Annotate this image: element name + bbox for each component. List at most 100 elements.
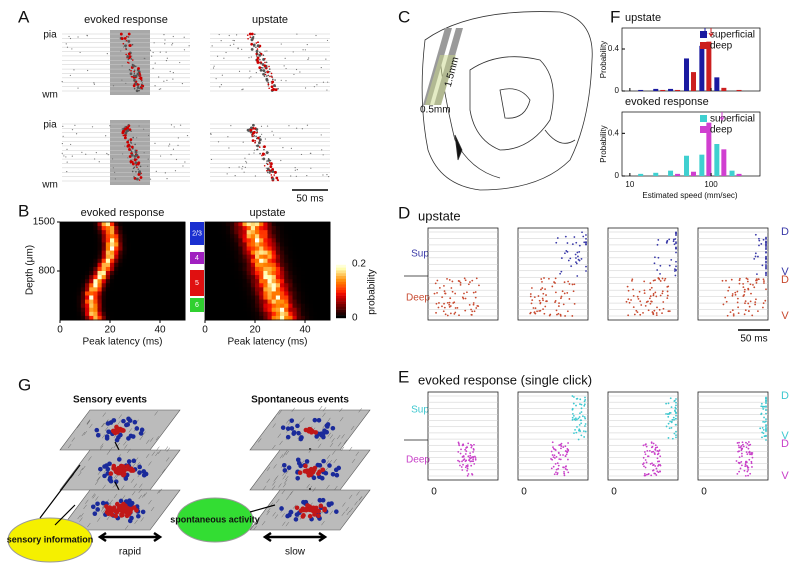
spike bbox=[665, 402, 668, 405]
heatmap-cell bbox=[76, 230, 82, 235]
heatmap-cell bbox=[72, 311, 78, 317]
spike bbox=[471, 473, 474, 476]
spike bbox=[130, 130, 132, 132]
spike bbox=[650, 446, 653, 449]
spike bbox=[557, 452, 560, 455]
heatmap-cell bbox=[317, 226, 323, 231]
spike bbox=[761, 436, 763, 439]
spike bbox=[79, 51, 81, 54]
heatmap-cell bbox=[139, 262, 144, 268]
spike bbox=[637, 297, 640, 300]
heatmap-cell bbox=[164, 303, 169, 309]
heatmap-cell bbox=[130, 283, 136, 288]
heatmap-cell bbox=[151, 315, 157, 321]
label: 20 bbox=[249, 325, 261, 336]
spike bbox=[744, 300, 747, 303]
spike bbox=[757, 278, 760, 281]
spike bbox=[166, 177, 168, 180]
heatmap-cell bbox=[97, 271, 103, 276]
heatmap-cell bbox=[89, 222, 94, 227]
spike bbox=[273, 84, 276, 87]
heatmap-cell bbox=[160, 303, 165, 309]
spike bbox=[132, 84, 136, 88]
spike bbox=[137, 161, 141, 165]
heatmap-cell bbox=[68, 234, 73, 239]
spike bbox=[762, 405, 764, 408]
spike bbox=[238, 70, 241, 72]
spike bbox=[456, 306, 459, 309]
spike bbox=[171, 44, 173, 46]
spike bbox=[563, 474, 566, 477]
texture bbox=[96, 476, 100, 482]
heatmap-cell bbox=[250, 262, 256, 268]
heatmap-cell bbox=[246, 230, 252, 235]
bar bbox=[699, 154, 705, 176]
heatmap-cell bbox=[205, 283, 210, 288]
spike bbox=[625, 300, 628, 303]
spike bbox=[105, 135, 107, 137]
spike bbox=[249, 70, 251, 72]
spike bbox=[576, 275, 579, 277]
heatmap-cell bbox=[271, 307, 277, 313]
spike bbox=[128, 44, 132, 47]
texture bbox=[109, 446, 113, 452]
spike bbox=[666, 285, 669, 288]
spike bbox=[748, 305, 751, 308]
heatmap-cell bbox=[105, 234, 111, 239]
spike bbox=[127, 52, 131, 56]
cell bbox=[294, 505, 300, 511]
heatmap-cell bbox=[155, 279, 161, 284]
heatmap-cell bbox=[60, 295, 65, 301]
spike bbox=[462, 459, 465, 462]
label: upstate bbox=[252, 14, 288, 26]
cell bbox=[128, 501, 133, 506]
heatmap-cell bbox=[72, 283, 78, 288]
label: evoked response bbox=[84, 14, 168, 26]
heatmap-cell bbox=[85, 266, 90, 272]
heatmap-cell bbox=[168, 222, 173, 227]
spike bbox=[280, 159, 282, 162]
spike bbox=[670, 426, 673, 429]
heatmap-cell bbox=[76, 315, 82, 321]
heatmap-cell bbox=[267, 307, 273, 313]
heatmap-cell bbox=[155, 226, 161, 231]
texture bbox=[284, 479, 288, 484]
texture bbox=[102, 509, 106, 514]
heatmap-cell bbox=[313, 222, 318, 227]
spike bbox=[672, 416, 675, 419]
heatmap-cell bbox=[172, 250, 178, 256]
heatmap-cell bbox=[238, 283, 243, 288]
spike bbox=[764, 299, 767, 302]
heatmap-cell bbox=[275, 246, 281, 252]
heatmap-cell bbox=[80, 266, 86, 272]
heatmap-cell bbox=[296, 230, 302, 235]
heatmap-cell bbox=[118, 275, 123, 280]
heatmap-cell bbox=[250, 307, 256, 313]
heatmap-cell bbox=[155, 234, 161, 239]
cell bbox=[126, 459, 132, 464]
heatmap-cell bbox=[135, 279, 140, 284]
heatmap-cell bbox=[325, 222, 331, 227]
heatmap-cell bbox=[126, 238, 132, 243]
label: B bbox=[18, 201, 29, 220]
heatmap-cell bbox=[147, 311, 153, 317]
heatmap-cell bbox=[80, 295, 86, 301]
heatmap-cell bbox=[139, 303, 144, 309]
heatmap-cell bbox=[217, 262, 223, 268]
spike bbox=[560, 270, 563, 273]
heatmap-cell bbox=[130, 258, 136, 264]
heatmap-cell bbox=[321, 311, 327, 317]
bar bbox=[699, 45, 705, 91]
spike bbox=[121, 130, 125, 134]
heatmap-cell bbox=[151, 275, 157, 280]
spike bbox=[675, 436, 677, 439]
heatmap-cell bbox=[72, 242, 78, 247]
heatmap-cell bbox=[296, 311, 302, 317]
heatmap-cell bbox=[130, 226, 136, 231]
heatmap-cell bbox=[267, 246, 273, 252]
cell bbox=[120, 512, 125, 518]
heatmap-cell bbox=[135, 246, 140, 252]
heatmap-cell bbox=[76, 295, 82, 301]
heatmap-cell bbox=[271, 311, 277, 317]
spike bbox=[263, 64, 267, 68]
